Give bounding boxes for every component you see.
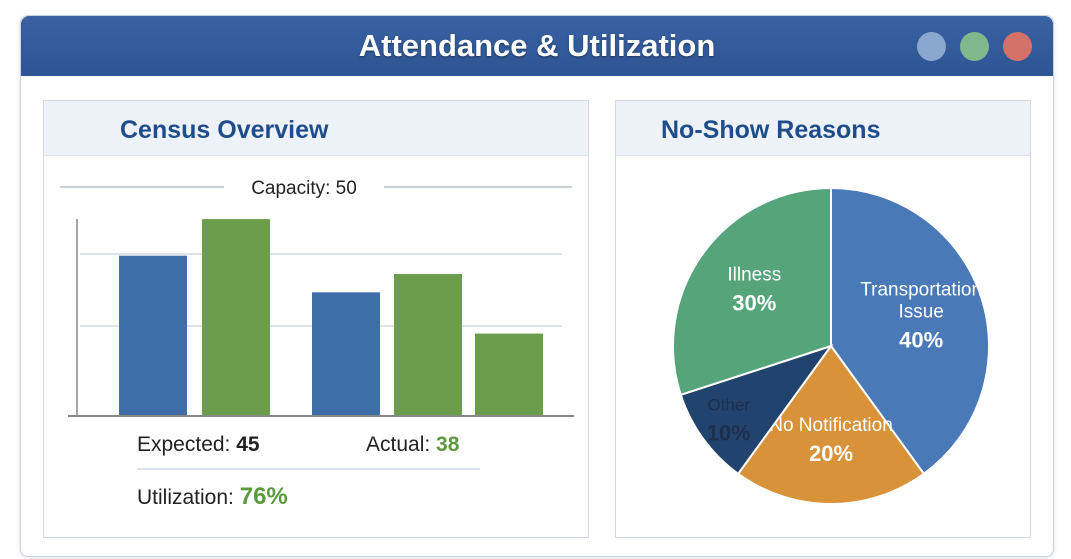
close-button[interactable]: [1003, 32, 1032, 61]
pie-value: 10%: [707, 420, 751, 445]
title-bar: Attendance & Utilization: [21, 16, 1053, 76]
maximize-button[interactable]: [960, 32, 989, 61]
noshow-title: No-Show Reasons: [616, 101, 1030, 156]
actual-label: Actual:: [366, 433, 431, 456]
minimize-button[interactable]: [917, 32, 946, 61]
pie-slice-no-notification: [736, 344, 926, 505]
pie-value: 40%: [899, 328, 943, 353]
noshow-panel: No-Show Reasons Transportation Issue 40% No…: [615, 100, 1031, 538]
window-title: Attendance & Utilization: [358, 28, 716, 63]
pie-value: 20%: [809, 441, 853, 466]
pie-slice-transportation-issue: [830, 186, 990, 476]
utilization-stat: Utilization: 76%: [137, 483, 288, 511]
bar-5: [475, 333, 543, 416]
pie-label: Transportation: [860, 280, 982, 301]
pie-slice-other: [679, 344, 834, 476]
bar-4: [394, 274, 462, 416]
pie-label: Other: [707, 395, 750, 414]
bar-2: [202, 219, 270, 416]
stats-divider: [137, 468, 480, 470]
capacity-label: Capacity: 50: [251, 178, 357, 199]
census-panel: Census Overview Capacity: 50 Expected: 4…: [43, 100, 589, 538]
utilization-label: Utilization:: [137, 486, 234, 509]
actual-stat: Actual: 38: [366, 433, 459, 457]
pie-value: 30%: [732, 290, 776, 315]
pie-label: Illness: [727, 264, 781, 285]
census-bar-chart: Capacity: 50: [60, 178, 574, 417]
census-title: Census Overview: [44, 101, 588, 156]
dashboard-window: Attendance & Utilization Census Overview…: [20, 15, 1054, 557]
bar-3: [312, 292, 380, 416]
pie-slice-illness: [672, 186, 832, 397]
pie-label: No Notification: [769, 415, 893, 436]
expected-value: 45: [236, 433, 260, 456]
expected-stat: Expected: 45: [137, 433, 260, 457]
expected-label: Expected:: [137, 433, 231, 456]
pie-label: Issue: [898, 302, 943, 323]
bar-1: [119, 255, 187, 416]
actual-value: 38: [436, 433, 460, 456]
utilization-value: 76%: [239, 483, 288, 510]
